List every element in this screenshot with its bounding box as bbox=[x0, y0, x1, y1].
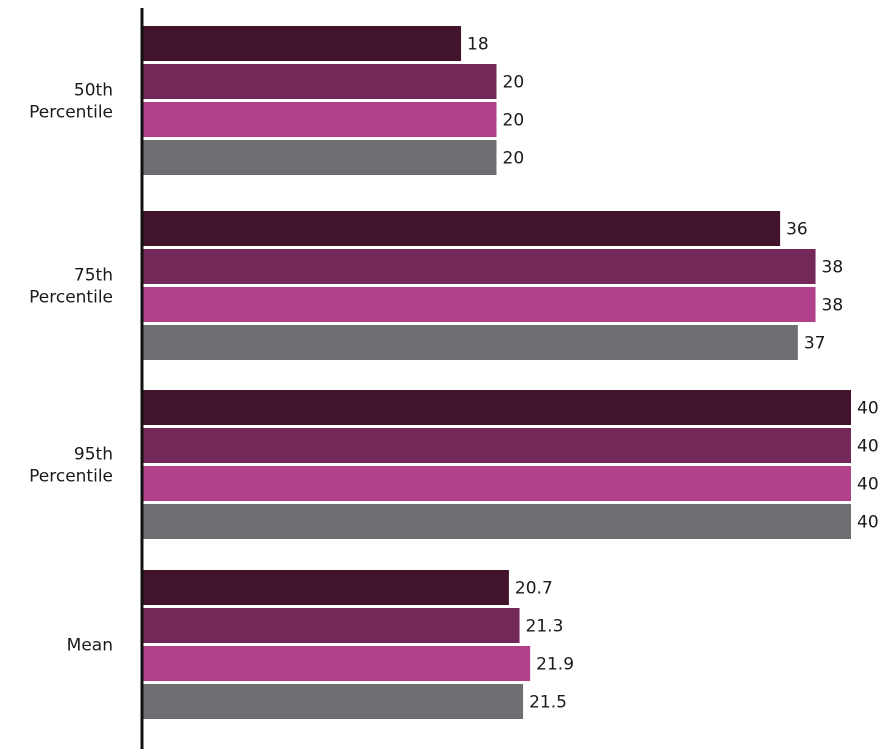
bar bbox=[142, 390, 851, 425]
value-label: 40 bbox=[857, 437, 879, 457]
value-label: 20 bbox=[503, 73, 525, 93]
category-label-line: Percentile bbox=[29, 288, 113, 308]
value-label: 40 bbox=[857, 513, 879, 533]
category-label-line: 75th bbox=[74, 266, 113, 286]
category-label-line: 95th bbox=[74, 445, 113, 465]
bar bbox=[142, 325, 798, 360]
category-label-line: Percentile bbox=[29, 467, 113, 487]
category-label: Mean bbox=[67, 636, 113, 656]
bar bbox=[142, 428, 851, 463]
category-label-line: Mean bbox=[67, 636, 113, 656]
bar bbox=[142, 504, 851, 539]
value-label: 21.5 bbox=[529, 693, 567, 713]
bar bbox=[142, 211, 781, 246]
category-label-line: 50th bbox=[74, 81, 113, 101]
bar bbox=[142, 102, 497, 137]
value-label: 20 bbox=[503, 111, 525, 131]
category-label: 75th Percentile bbox=[29, 266, 113, 308]
bars-layer bbox=[142, 26, 851, 719]
value-label: 36 bbox=[786, 220, 808, 240]
bar bbox=[142, 287, 816, 322]
value-label: 20.7 bbox=[515, 579, 553, 599]
value-label: 20 bbox=[503, 149, 525, 169]
category-label: 95th Percentile bbox=[29, 445, 113, 487]
value-label: 18 bbox=[467, 35, 489, 55]
value-label: 38 bbox=[822, 258, 844, 278]
value-label: 37 bbox=[804, 334, 826, 354]
bar bbox=[142, 26, 462, 61]
bar bbox=[142, 64, 497, 99]
value-label: 40 bbox=[857, 475, 879, 495]
bar bbox=[142, 608, 520, 643]
bar bbox=[142, 646, 531, 681]
bar bbox=[142, 684, 524, 719]
value-label: 21.9 bbox=[536, 655, 574, 675]
bar bbox=[142, 140, 497, 175]
bar bbox=[142, 570, 509, 605]
value-label: 21.3 bbox=[526, 617, 564, 637]
value-label: 40 bbox=[857, 399, 879, 419]
category-label: 50th Percentile bbox=[29, 81, 113, 123]
value-label: 38 bbox=[822, 296, 844, 316]
category-label-line: Percentile bbox=[29, 103, 113, 123]
bar bbox=[142, 249, 816, 284]
bar bbox=[142, 466, 851, 501]
